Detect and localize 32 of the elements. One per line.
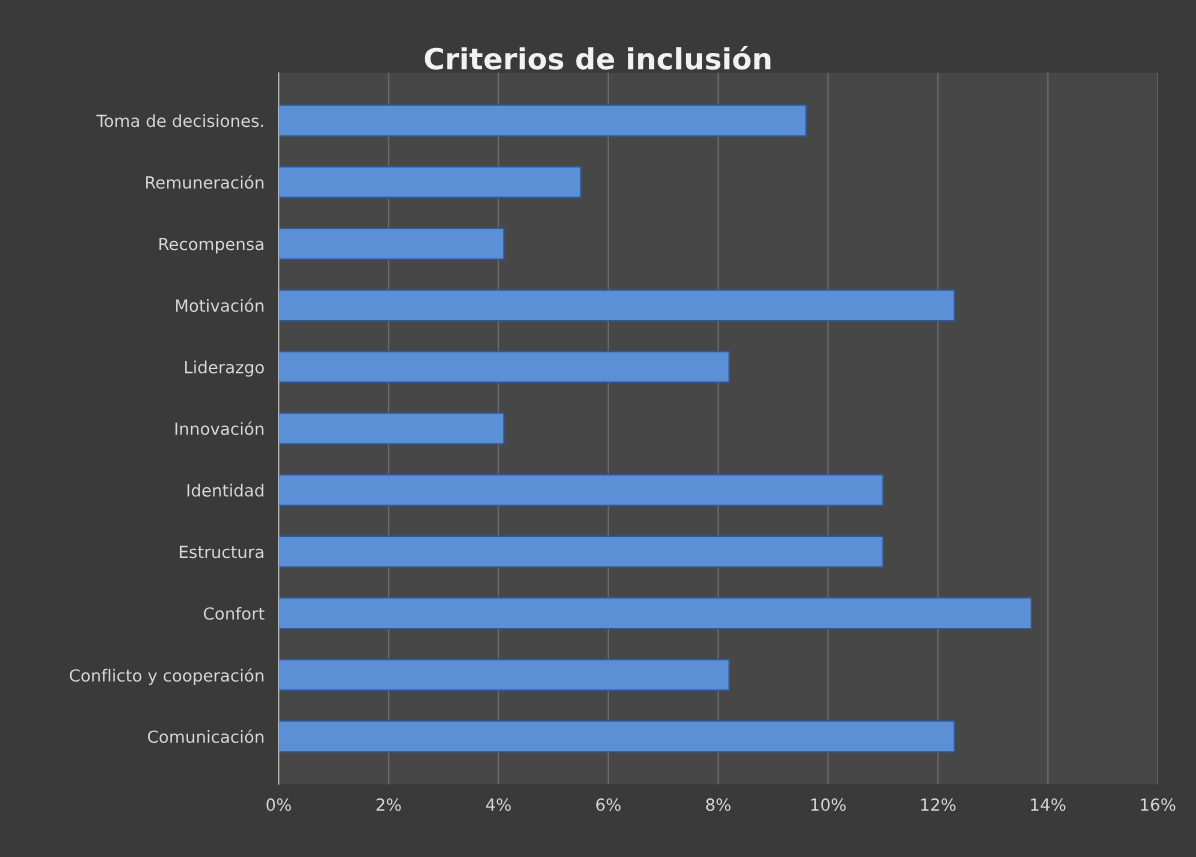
x-tick-label: 16% bbox=[1141, 798, 1176, 811]
bar bbox=[278, 227, 505, 260]
y-tick-label: Recompensa bbox=[159, 237, 264, 254]
y-tick-label: Estructura bbox=[179, 545, 264, 559]
bar bbox=[278, 597, 1033, 630]
y-tick-label: Motivación bbox=[176, 298, 264, 312]
y-tick-label: Remuneración bbox=[146, 175, 264, 189]
bar bbox=[278, 166, 582, 199]
x-tick-label: 6% bbox=[596, 798, 621, 811]
bar bbox=[278, 289, 956, 322]
y-tick-label: Liderazgo bbox=[185, 360, 264, 377]
bar bbox=[278, 658, 730, 691]
x-tick-label: 10% bbox=[811, 798, 846, 811]
bar bbox=[278, 535, 884, 568]
y-tick-label: Toma de decisiones. bbox=[96, 114, 263, 128]
y-tick-label: Conflicto y cooperación bbox=[69, 668, 264, 685]
y-tick-label: Identidad bbox=[187, 483, 264, 497]
bar bbox=[278, 104, 807, 137]
x-tick-label: 4% bbox=[486, 798, 511, 811]
y-tick-label: Innovación bbox=[175, 421, 264, 436]
bar bbox=[278, 473, 884, 507]
bar bbox=[278, 720, 956, 753]
y-tick-label: Comunicación bbox=[147, 729, 264, 743]
bar bbox=[278, 350, 730, 384]
bar bbox=[278, 412, 505, 445]
y-tick-label: Confort bbox=[203, 606, 265, 620]
x-tick-label: 12% bbox=[921, 798, 956, 811]
x-tick-label: 2% bbox=[376, 798, 401, 811]
x-tick-label: 8% bbox=[706, 798, 731, 811]
chart-title: Criterios de inclusión bbox=[424, 45, 771, 70]
x-tick-label: 0% bbox=[266, 798, 291, 811]
x-tick-label: 14% bbox=[1031, 798, 1066, 811]
